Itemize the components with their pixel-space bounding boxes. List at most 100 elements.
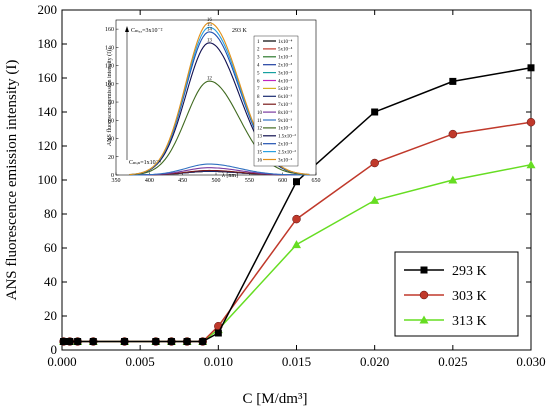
- inset-legend-number: 14: [257, 143, 263, 148]
- inset-legend-number: 11: [257, 119, 262, 124]
- inset-legend-label: 5x10⁻⁴: [278, 47, 293, 53]
- legend-label-313-k: 313 K: [452, 314, 487, 329]
- inset-legend-label: 7x10⁻³: [278, 102, 293, 108]
- inset-legend-number: 6: [257, 79, 260, 84]
- inset-legend-label: 6x10⁻³: [278, 94, 293, 100]
- inset-y-tick-label: 0: [111, 173, 114, 179]
- inset-legend-label: 1x10⁻²: [278, 126, 293, 132]
- inset-y-tick-label: 160: [105, 27, 114, 33]
- legend-marker-313-k: [419, 315, 429, 324]
- data-point-313-k: [370, 195, 380, 204]
- inset-legend-number: 5: [257, 71, 260, 76]
- inset-tick-labels: 350 400 450 500 550 600 650 0 20 40 60 80 100 120 140 1…: [105, 27, 321, 184]
- legend-marker-293-k: [420, 266, 428, 274]
- inset-legend-number: 9: [257, 103, 260, 108]
- y-tick-label: 160: [38, 70, 58, 85]
- inset-legend-number: 1: [257, 40, 260, 45]
- legend: 293 K 303 K 313 K: [394, 251, 519, 337]
- y-tick-label: 180: [38, 36, 58, 51]
- y-tick-label: 20: [44, 308, 57, 323]
- data-point-313-k: [292, 240, 301, 249]
- inset-curve-number: 14: [207, 27, 213, 32]
- x-tick-label: 0.030: [516, 354, 545, 369]
- data-point-303-k: [370, 158, 379, 168]
- x-tick-label: 0.000: [47, 354, 76, 369]
- data-point-293-k: [60, 338, 68, 345]
- inset-x-tick-label: 600: [278, 178, 287, 184]
- inset-temperature-label: 293 K: [232, 28, 248, 34]
- data-point-303-k: [292, 214, 301, 224]
- y-tick-label: 60: [44, 240, 57, 255]
- inset-y-tick-label: 80: [108, 100, 114, 106]
- data-point-293-k: [66, 338, 74, 345]
- inset-legend-number: 3: [257, 56, 260, 61]
- data-point-293-k: [293, 178, 300, 186]
- y-tick-label: 0: [51, 342, 58, 357]
- legend-marker-303-k: [419, 290, 429, 300]
- inset-legend-label: 8x10⁻³: [278, 110, 293, 116]
- inset-legend-label: 2.5x10⁻²: [278, 149, 296, 155]
- x-tick-label: 0.010: [204, 354, 233, 369]
- inset-legend-label: 5x10⁻³: [278, 86, 293, 92]
- inset-cmin-label: Cₘᵢₙ=1x10⁻⁴: [129, 160, 161, 166]
- inset-legend-number: 7: [257, 87, 260, 92]
- inset-x-tick-label: 550: [245, 178, 254, 184]
- inset-curve-11: [129, 163, 310, 176]
- inset-x-tick-label: 400: [145, 178, 154, 184]
- data-point-293-k: [183, 338, 191, 345]
- y-tick-label: 140: [38, 104, 58, 119]
- inset-legend-label: 3x10⁻²: [278, 157, 293, 163]
- inset-y-tick-label: 100: [105, 82, 114, 88]
- y-axis-title: ANS fluorescence emission intensity (I): [4, 60, 20, 301]
- inset-legend-number: 13: [257, 135, 263, 140]
- data-point-293-k: [167, 338, 175, 345]
- inset-legend-label: 1x10⁻³: [278, 55, 293, 61]
- data-point-313-k: [526, 160, 536, 169]
- x-tick-label: 0.025: [438, 354, 467, 369]
- inset-x-tick-label: 650: [312, 178, 321, 184]
- inset-legend-number: 4: [257, 64, 260, 69]
- data-point-293-k: [199, 338, 207, 345]
- legend-label-303-k: 303 K: [452, 289, 487, 304]
- x-axis-title: C [M/dm³]: [243, 391, 308, 407]
- y-tick-label: 100: [38, 172, 58, 187]
- x-tick-label: 0.005: [126, 354, 155, 369]
- data-point-293-k: [527, 64, 535, 72]
- inset-legend-number: 12: [257, 127, 263, 132]
- inset-y-tick-label: 40: [108, 137, 114, 143]
- inset-legend-box: [253, 35, 299, 167]
- inset-y-tick-label: 60: [108, 118, 114, 124]
- data-point-303-k: [448, 129, 458, 139]
- data-point-293-k: [371, 108, 379, 116]
- inset-y-tick-label: 20: [108, 155, 114, 161]
- data-point-293-k: [74, 338, 82, 345]
- inset-legend-label: 1.5x10⁻²: [278, 134, 296, 140]
- inset-curve-number: 12: [207, 77, 213, 82]
- inset-curve-13: [129, 42, 310, 176]
- x-tick-label: 0.015: [282, 354, 311, 369]
- data-point-313-k: [448, 175, 458, 184]
- y-tick-label: 200: [38, 2, 58, 17]
- data-point-303-k: [526, 117, 536, 127]
- inset-legend-number: 2: [257, 48, 260, 53]
- x-tick-label: 0.020: [360, 354, 389, 369]
- inset-curve-number: 16: [207, 18, 213, 23]
- data-point-293-k: [152, 338, 160, 345]
- data-point-293-k: [214, 329, 222, 337]
- inset-legend-number: 16: [257, 158, 263, 163]
- inset-x-tick-label: 450: [178, 178, 187, 184]
- tick-marks: [61, 9, 532, 351]
- inset-y-tick-label: 140: [105, 45, 114, 51]
- inset-curve-number: 13: [207, 38, 213, 43]
- legend-box: [394, 251, 519, 337]
- data-point-293-k: [449, 77, 457, 85]
- inset-legend-number: 10: [257, 111, 263, 116]
- inset-x-tick-label: 350: [112, 178, 121, 184]
- inset-y-axis-title: ANS fluorescence emission intensity (I): [106, 50, 113, 146]
- inset-legend-label: 3x10⁻³: [278, 70, 293, 76]
- data-point-293-k: [121, 338, 129, 345]
- inset-legend-label: 4x10⁻³: [278, 78, 293, 84]
